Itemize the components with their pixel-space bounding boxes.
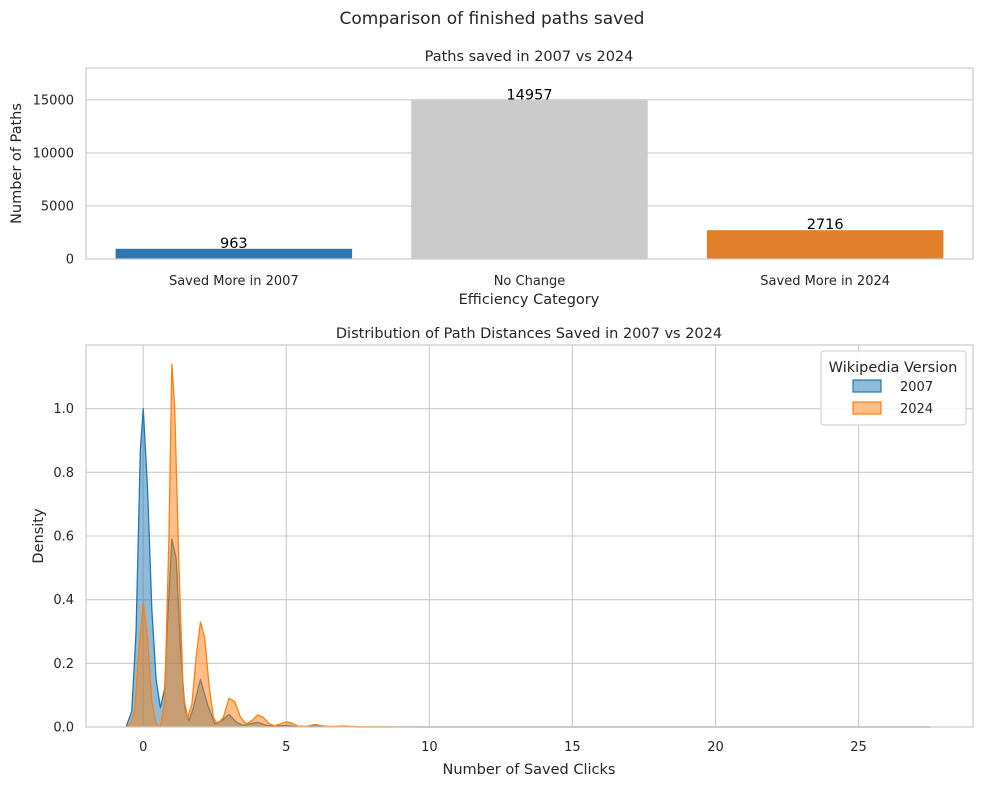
bar-chart-title: Paths saved in 2007 vs 2024 (425, 49, 634, 65)
bar-ytick-label: 5000 (41, 199, 74, 214)
legend-swatch-2024 (852, 401, 882, 415)
density-xtick-label: 20 (707, 740, 724, 755)
density-xtick-label: 15 (564, 740, 581, 755)
density-chart-title: Distribution of Path Distances Saved in … (336, 326, 722, 342)
density-chart-frame (85, 344, 974, 728)
density-ytick-label: 0.2 (53, 657, 74, 672)
legend-title: Wikipedia Version (829, 360, 958, 376)
density-chart-ylabel: Density (31, 508, 47, 564)
bar-chart-ylabel: Number of Paths (9, 103, 25, 224)
bar-value-label: 963 (220, 236, 248, 252)
density-line-2024 (125, 363, 931, 728)
bar-xtick-label: Saved More in 2007 (169, 274, 299, 289)
bar-value-label: 14957 (506, 87, 552, 103)
density-ytick-label: 0.6 (53, 530, 74, 545)
density-chart: Distribution of Path Distances Saved in … (31, 326, 974, 778)
density-area-2007 (126, 408, 931, 727)
density-line-2007 (125, 408, 931, 728)
bar-value-label: 2716 (807, 217, 844, 233)
bar-ytick-label: 10000 (33, 146, 74, 161)
figure-title: Comparison of finished paths saved (340, 9, 645, 29)
legend-label-2024: 2024 (900, 402, 933, 417)
bar (115, 248, 353, 259)
density-area-2024 (126, 364, 931, 727)
bar-ytick-label: 15000 (33, 93, 74, 108)
bar (706, 230, 944, 259)
bar (411, 100, 648, 259)
density-chart-xlabel: Number of Saved Clicks (443, 762, 616, 778)
bar-chart-xlabel: Efficiency Category (459, 292, 600, 308)
density-xtick-label: 10 (421, 740, 438, 755)
density-ytick-label: 0.0 (53, 721, 74, 736)
density-xtick-label: 5 (282, 740, 290, 755)
density-ytick-label: 0.8 (53, 466, 74, 481)
density-ytick-label: 0.4 (53, 593, 74, 608)
bar-ytick-label: 0 (66, 253, 74, 268)
legend: Wikipedia Version 2007 2024 (820, 350, 967, 426)
bar-chart: Paths saved in 2007 vs 2024 0 5000 10000 15… (9, 49, 974, 308)
bar-xtick-label: No Change (494, 274, 566, 289)
density-xtick-label: 0 (139, 740, 147, 755)
bar-xtick-label: Saved More in 2024 (760, 274, 890, 289)
legend-label-2007: 2007 (900, 380, 933, 395)
legend-swatch-2007 (852, 379, 882, 393)
bar-chart-frame (85, 67, 974, 260)
density-ytick-label: 1.0 (53, 402, 74, 417)
density-xtick-label: 25 (850, 740, 867, 755)
